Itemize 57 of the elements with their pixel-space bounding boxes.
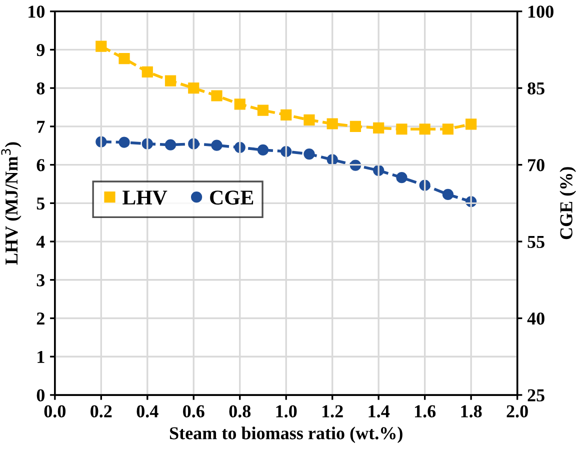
x-tick-label: 1.6 [414,405,436,418]
y2-axis-title: CGE (%) [560,167,576,240]
y2-tick-label: 70 [528,159,544,172]
point [326,118,338,130]
y-tick-label: 4 [36,236,45,248]
x-tick-label: 0.2 [90,405,112,418]
y2-tick-label: 55 [528,236,544,248]
point [350,120,362,132]
point [442,124,454,135]
point [188,82,200,94]
point [211,140,222,151]
y-tick-label: 10 [28,6,44,18]
y-tick-label: 0 [36,389,44,402]
point [118,52,130,64]
y-tick-label: 3 [36,274,45,286]
point [257,104,269,116]
x-tick-label: 0.8 [229,405,251,418]
x-tick-label: 1.4 [368,405,390,418]
y-tick-label: 7 [37,120,45,133]
x-tick-label: 1.2 [322,405,343,418]
point [373,122,384,134]
y-tick-label: 8 [36,82,45,95]
point [118,136,130,148]
y-tick-label: 9 [36,44,45,56]
y-tick-label: 5 [36,198,45,210]
y2-tick-label: 100 [528,6,554,18]
point [304,148,315,160]
x-tick-label: 0.0 [44,405,66,418]
y-tick-label: 6 [36,159,45,172]
y-tick-label: 1 [38,350,44,363]
point [211,90,222,102]
y2-tick-label: 85 [528,82,544,95]
point [304,114,315,126]
point [442,188,454,200]
point [234,98,246,110]
y-tick-label: 2 [36,312,44,325]
y-axis-title: LHV (MJ/Nm$^{3}$) [1,142,22,265]
x-tick-label: 2.0 [506,405,528,418]
point [142,66,153,78]
y2-tick-label: 40 [527,312,544,325]
point [164,139,176,150]
legend-label: LHV [122,190,168,205]
x-tick-label: 0.4 [136,405,158,418]
x-axis-title: Steam to biomass ratio (wt.%) [170,426,402,444]
x-tick-label: 1.8 [461,405,482,418]
point [419,124,430,135]
x-tick-label: 1.0 [276,405,297,418]
point [96,40,107,52]
point [396,172,408,184]
x-tick-label: 0.6 [183,405,204,418]
point [257,144,269,156]
point [164,75,176,86]
y2-tick-label: 25 [528,389,544,402]
point [280,109,292,120]
legend-label: CGE [210,190,254,205]
point [396,124,408,135]
point [466,118,477,130]
